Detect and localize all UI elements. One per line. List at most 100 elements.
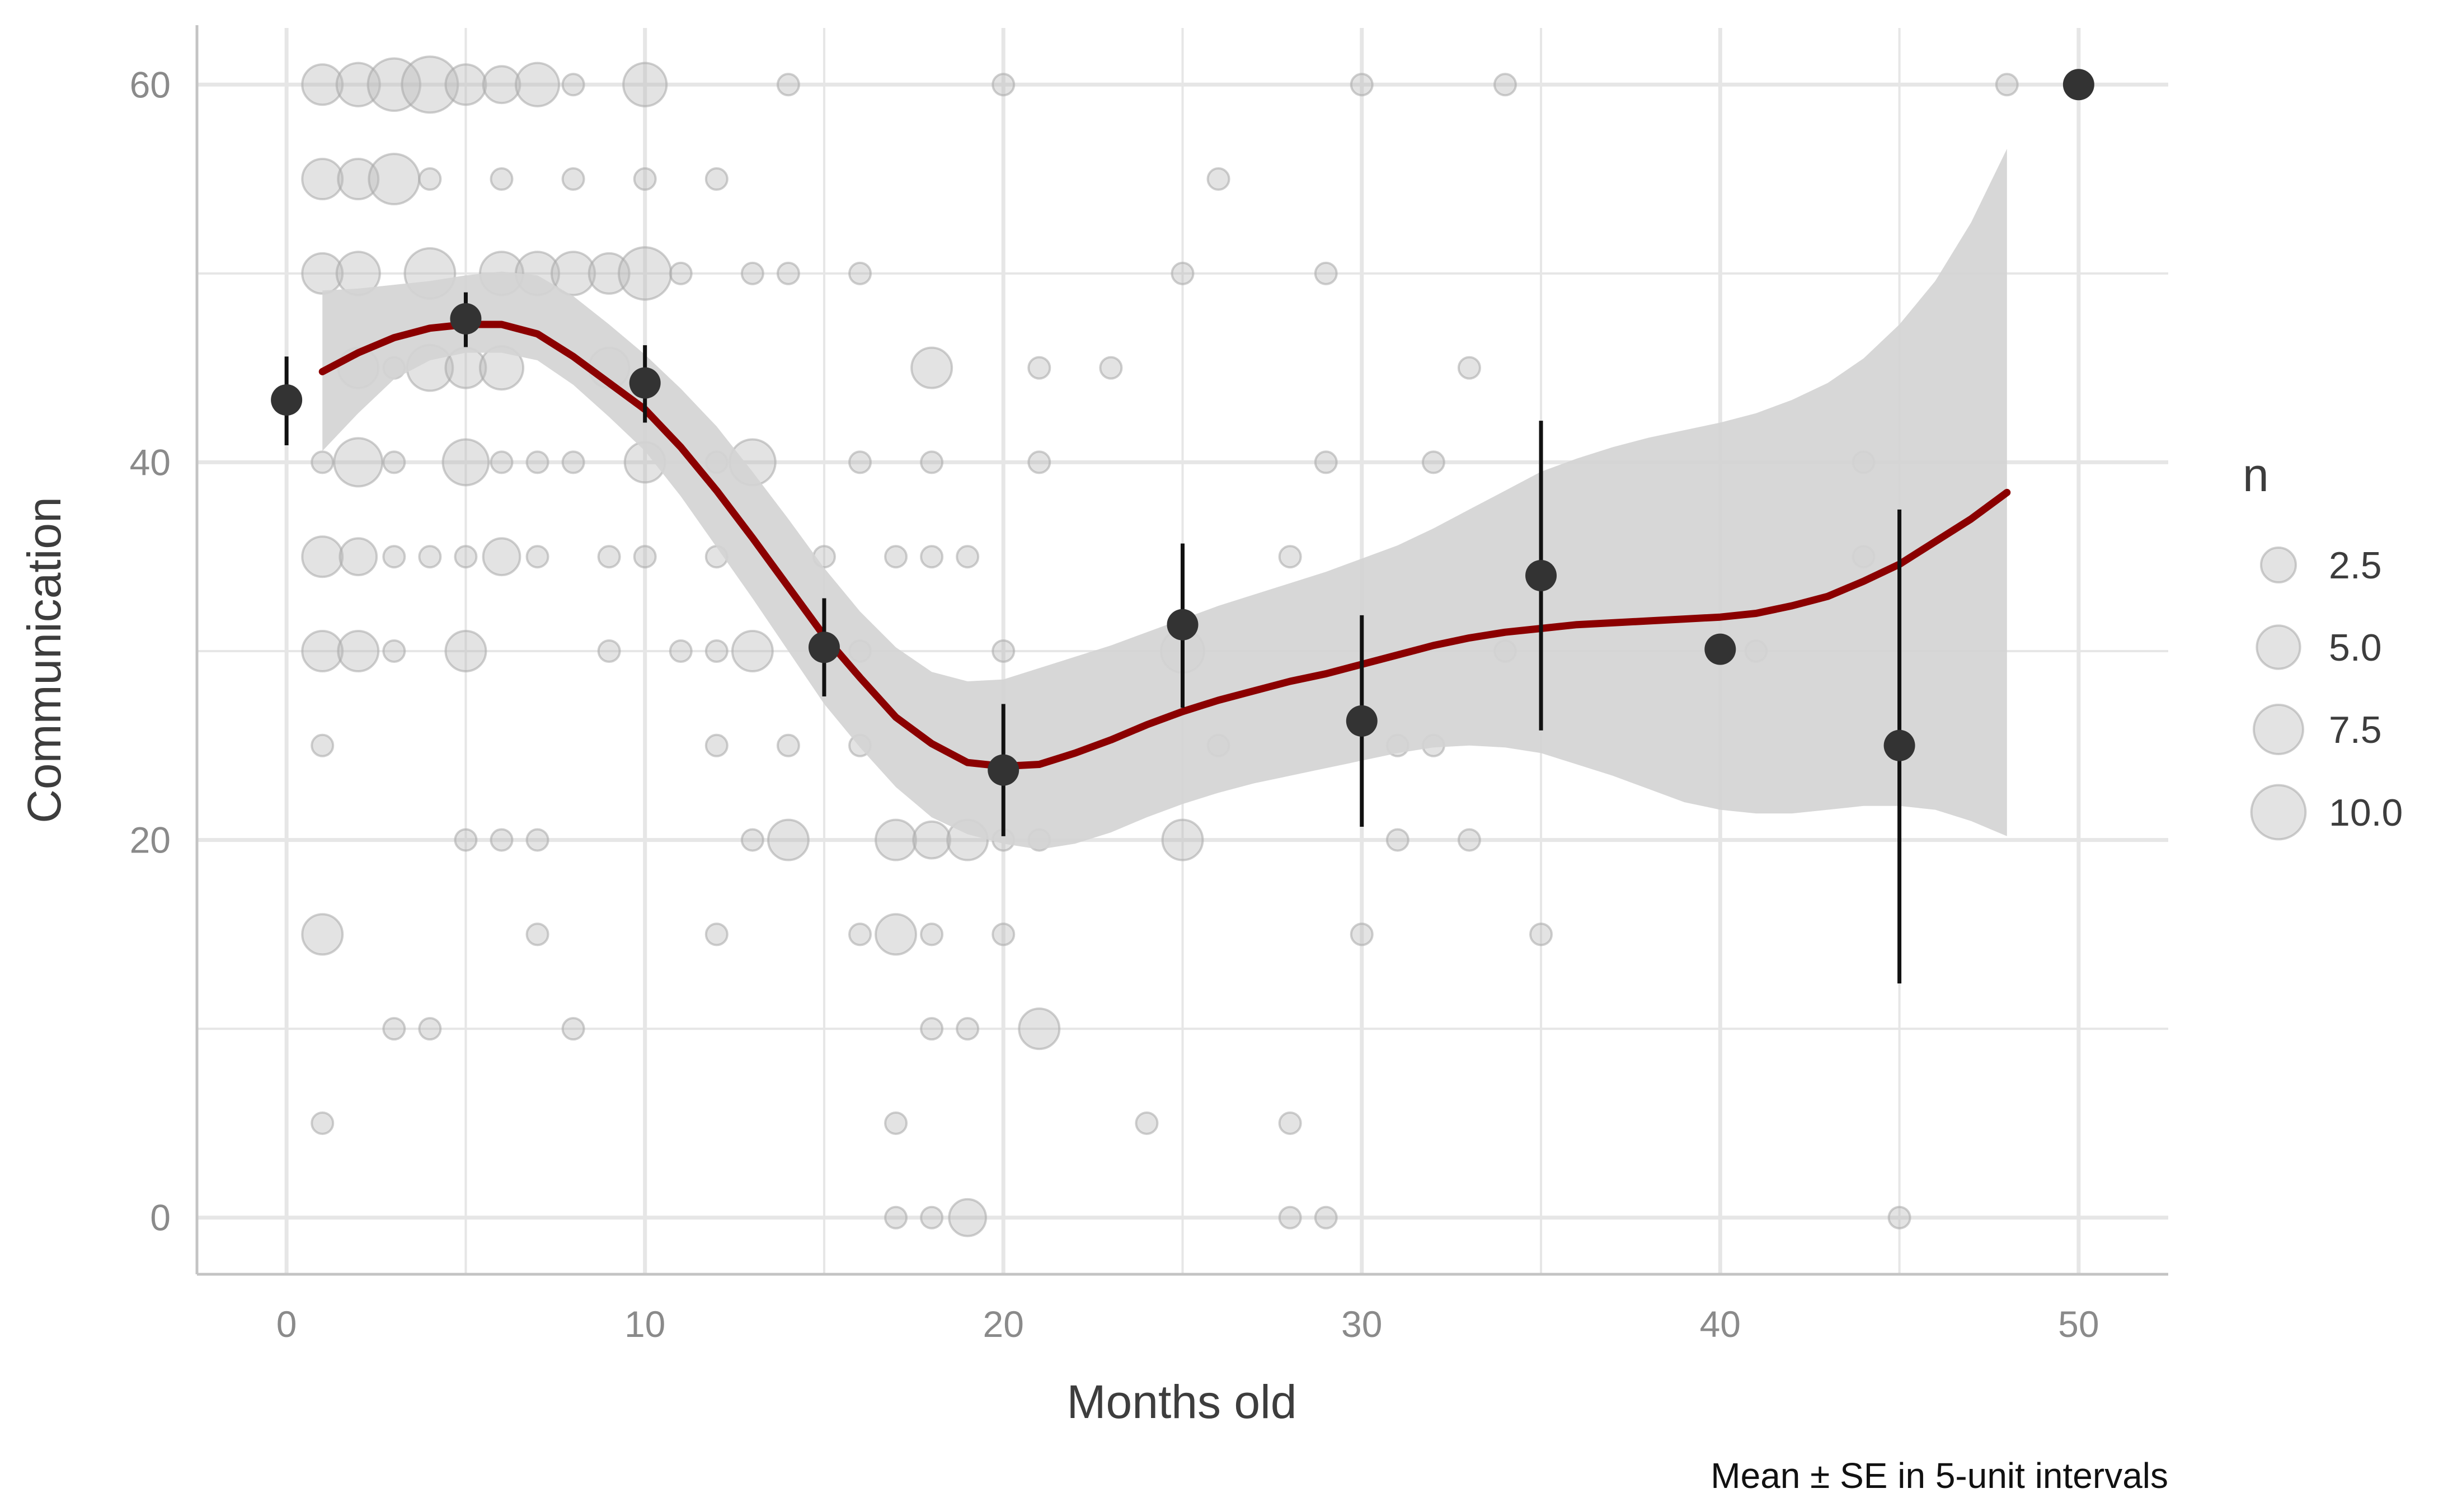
mean-point xyxy=(808,632,840,663)
count-point xyxy=(418,167,442,191)
mean-point xyxy=(271,384,303,416)
x-tick-label: 20 xyxy=(983,1303,1024,1345)
count-point xyxy=(490,167,514,191)
y-axis-title: Communication xyxy=(18,497,71,823)
count-point xyxy=(1278,1205,1302,1230)
legend-label: 5.0 xyxy=(2329,627,2382,669)
count-point xyxy=(1421,450,1445,474)
y-tick-label: 40 xyxy=(130,441,171,483)
count-point xyxy=(441,438,490,487)
count-point xyxy=(1314,450,1338,474)
y-tick-label: 60 xyxy=(130,64,171,105)
count-point xyxy=(1206,167,1230,191)
count-point xyxy=(311,733,335,757)
count-point xyxy=(1995,73,2019,97)
mean-marker xyxy=(271,356,303,446)
mean-marker xyxy=(629,345,661,423)
mean-point xyxy=(2062,69,2094,101)
count-point xyxy=(1018,1007,1061,1051)
mean-point xyxy=(1346,705,1378,737)
count-point xyxy=(339,537,378,577)
count-point xyxy=(1027,450,1051,474)
count-point xyxy=(444,630,487,672)
x-tick-label: 30 xyxy=(1341,1303,1382,1345)
count-point xyxy=(848,261,872,285)
count-point xyxy=(704,639,729,663)
count-point xyxy=(525,545,549,569)
count-point xyxy=(382,545,406,569)
count-point xyxy=(382,639,406,663)
mean-marker xyxy=(1704,633,1736,665)
mean-point xyxy=(988,754,1019,786)
count-point xyxy=(1529,922,1553,946)
count-point xyxy=(337,630,380,672)
count-point xyxy=(1314,261,1338,285)
count-point xyxy=(992,639,1016,663)
count-point xyxy=(1457,356,1481,380)
x-tick-label: 10 xyxy=(624,1303,665,1345)
x-tick-label: 40 xyxy=(1700,1303,1741,1345)
count-point xyxy=(920,450,944,474)
count-point xyxy=(884,1111,908,1135)
mean-point xyxy=(1525,559,1557,591)
count-point xyxy=(1887,1205,1911,1230)
mean-point xyxy=(1167,609,1199,640)
count-point xyxy=(1027,356,1051,380)
mean-marker xyxy=(2062,69,2094,101)
count-point xyxy=(633,545,657,569)
count-point xyxy=(920,1017,944,1041)
count-point xyxy=(1135,1111,1159,1135)
count-point xyxy=(333,437,384,488)
legend-key xyxy=(2259,546,2297,584)
grid xyxy=(197,28,2168,1274)
mean-marker xyxy=(1346,615,1378,827)
smooth-line xyxy=(318,321,2011,770)
count-point xyxy=(956,1017,980,1041)
count-point xyxy=(1278,545,1302,569)
count-point xyxy=(884,1205,908,1230)
count-point xyxy=(776,261,800,285)
x-axis-title: Months old xyxy=(1067,1376,1297,1428)
count-point xyxy=(588,252,631,295)
count-point xyxy=(1314,1205,1338,1230)
count-point xyxy=(301,252,344,295)
confidence-ribbon xyxy=(322,149,2007,850)
legend-key xyxy=(2253,704,2304,755)
count-point xyxy=(622,62,668,107)
mean-marker xyxy=(808,598,840,697)
count-point xyxy=(1278,1111,1302,1135)
count-point xyxy=(418,1017,442,1041)
count-point xyxy=(776,73,800,97)
count-point xyxy=(704,167,729,191)
count-point xyxy=(401,55,459,114)
count-point xyxy=(920,922,944,946)
ticks: 0 10 20 30 40 50 0 20 40 60 xyxy=(130,64,2099,1345)
count-point xyxy=(731,630,774,672)
count-point xyxy=(920,545,944,569)
count-point xyxy=(848,922,872,946)
legend-title: n xyxy=(2243,449,2269,501)
count-point xyxy=(454,828,478,852)
smooth-layer xyxy=(318,321,2011,770)
count-point xyxy=(444,63,487,106)
mean-marker xyxy=(1167,543,1199,708)
count-point xyxy=(368,153,421,205)
count-point xyxy=(956,545,980,569)
mean-point xyxy=(1704,633,1736,665)
mean-marker xyxy=(1525,421,1557,731)
y-tick-label: 0 xyxy=(150,1197,171,1238)
count-point xyxy=(704,733,729,757)
axes xyxy=(195,25,2168,1276)
count-point xyxy=(301,63,344,106)
legend-key xyxy=(2256,624,2301,670)
x-tick-label: 0 xyxy=(276,1303,297,1345)
count-point xyxy=(367,57,422,112)
count-point xyxy=(1099,356,1123,380)
count-point xyxy=(875,913,918,956)
count-point xyxy=(561,73,585,97)
count-point xyxy=(1493,73,1517,97)
legend-key xyxy=(2250,784,2307,841)
count-point xyxy=(633,167,657,191)
mean-marker xyxy=(1883,509,1915,984)
